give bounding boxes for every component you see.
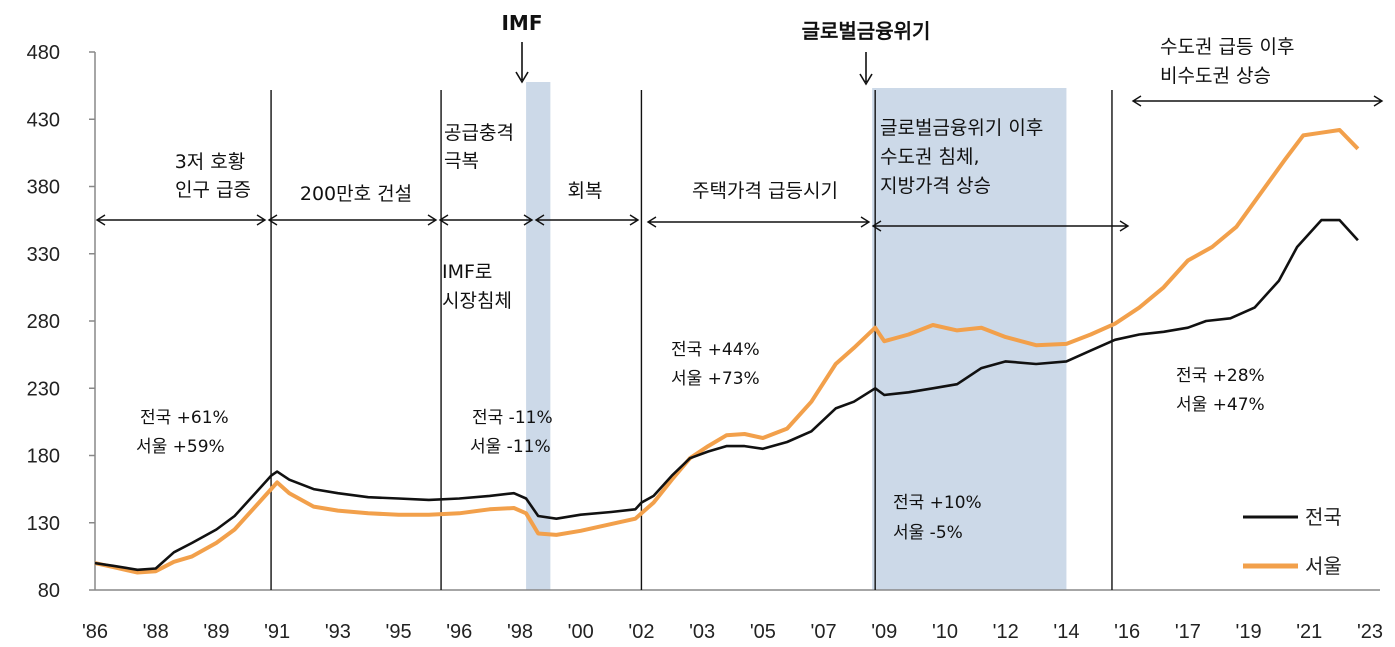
x-tick-label: '03	[689, 621, 715, 643]
x-tick-label: '89	[203, 621, 229, 643]
y-axis-ticks: 80 130 180 230 280 330 380 430 480	[27, 42, 95, 602]
x-tick-label: '12	[993, 621, 1019, 643]
period-span-arrows	[95, 95, 1384, 232]
period-label-7b: 비수도권 상승	[1160, 65, 1271, 87]
x-axis-ticks: '86 '88 '89 '91 '93 '95 '96 '98 '00 '02 '03 '05 '07 '…	[82, 621, 1383, 643]
y-tick-label: 430	[27, 109, 60, 131]
stat-5-national: 전국 +28%	[1176, 366, 1265, 386]
y-tick-label: 280	[27, 311, 60, 333]
period-label-1b: 인구 급증	[175, 179, 251, 201]
stat-2-national: 전국 -11%	[472, 408, 553, 428]
x-tick-label: '21	[1296, 621, 1322, 643]
period-label-7a: 수도권 급등 이후	[1160, 36, 1294, 58]
series-line-national	[94, 218, 1359, 572]
imf-note-a: IMF로	[442, 261, 492, 283]
imf-note-b: 시장침체	[442, 290, 512, 312]
x-tick-label: '91	[264, 621, 290, 643]
stat-4-national: 전국 +10%	[893, 493, 982, 513]
period-label-1a: 3저 호황	[175, 151, 246, 173]
gfc-header: 글로벌금융위기	[802, 19, 931, 43]
period-label-3b: 극복	[444, 150, 479, 172]
stat-3-seoul: 서울 +73%	[671, 369, 760, 389]
legend-label-national: 전국	[1305, 505, 1342, 529]
period-label-6c: 지방가격 상승	[880, 175, 991, 197]
stat-2-seoul: 서울 -11%	[470, 437, 551, 457]
stat-3-national: 전국 +44%	[671, 340, 760, 360]
x-tick-label: '10	[932, 621, 958, 643]
x-tick-label: '93	[325, 621, 351, 643]
x-tick-label: '14	[1053, 621, 1079, 643]
period-label-2: 200만호 건설	[300, 183, 412, 205]
y-tick-label: 230	[27, 378, 60, 400]
y-tick-label: 480	[27, 42, 60, 64]
x-tick-label: '96	[446, 621, 472, 643]
imf-header: IMF	[501, 11, 542, 35]
x-tick-label: '17	[1175, 621, 1201, 643]
global-financial-crisis-shade	[872, 88, 1067, 590]
stat-1-national: 전국 +61%	[140, 408, 229, 428]
x-tick-label: '09	[871, 621, 897, 643]
x-tick-label: '07	[811, 621, 837, 643]
y-tick-label: 180	[27, 446, 60, 468]
period-label-6a: 글로벌금융위기 이후	[880, 117, 1043, 139]
x-tick-label: '19	[1236, 621, 1262, 643]
legend: 전국 서울	[1243, 505, 1342, 578]
period-label-5: 주택가격 급등시기	[692, 180, 838, 202]
period-label-4: 회복	[568, 180, 603, 202]
y-tick-label: 130	[27, 513, 60, 535]
y-tick-label: 380	[27, 177, 60, 199]
x-tick-label: '16	[1114, 621, 1140, 643]
y-tick-label: 330	[27, 244, 60, 266]
stat-5-seoul: 서울 +47%	[1176, 395, 1265, 415]
x-tick-label: '86	[82, 621, 108, 643]
legend-label-seoul: 서울	[1305, 554, 1342, 578]
x-tick-label: '98	[507, 621, 533, 643]
x-tick-label: '02	[628, 621, 654, 643]
x-tick-label: '95	[386, 621, 412, 643]
x-tick-label: '05	[750, 621, 776, 643]
period-label-6b: 수도권 침체,	[880, 146, 979, 168]
imf-down-arrow-icon	[515, 42, 529, 84]
y-tick-label: 80	[38, 580, 60, 602]
x-tick-label: '23	[1357, 621, 1383, 643]
gfc-down-arrow-icon	[859, 52, 873, 86]
x-tick-label: '88	[143, 621, 169, 643]
x-tick-label: '00	[568, 621, 594, 643]
stat-1-seoul: 서울 +59%	[136, 437, 225, 457]
stat-4-seoul: 서울 -5%	[893, 523, 963, 543]
period-label-3a: 공급충격	[444, 122, 514, 144]
series-line-seoul	[94, 128, 1360, 575]
